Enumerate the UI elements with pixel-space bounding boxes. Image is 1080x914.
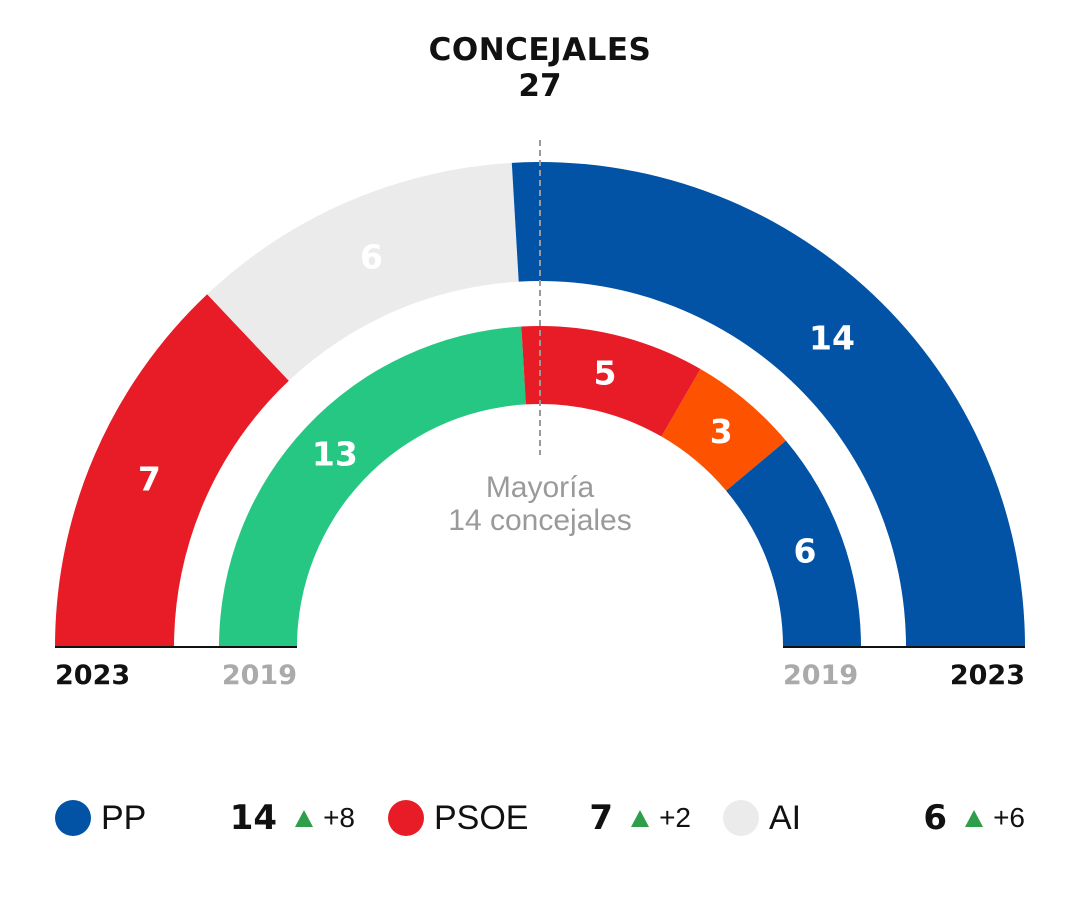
legend-change: +6: [993, 802, 1025, 833]
segment-2023-1: [207, 162, 519, 381]
legend: PP 14 +8 PSOE 7 +2 AI 6 +6: [55, 790, 1025, 846]
title-text: CONCEJALES: [428, 32, 652, 68]
segment-2019-3: [726, 440, 862, 647]
year-label-2023-right: 2023: [950, 660, 1025, 691]
ai-color-dot: [723, 800, 759, 836]
segment-2019-0: [219, 326, 526, 647]
segment-2023-2: [511, 162, 1025, 647]
up-arrow-icon: [631, 809, 650, 827]
pp-color-dot: [55, 800, 91, 836]
legend-party-name: PSOE: [434, 798, 529, 837]
legend-party-psoe: PSOE: [388, 790, 528, 846]
chart-title: CONCEJALES 27: [0, 32, 1080, 104]
legend-party-name: AI: [769, 798, 802, 837]
legend-change: +2: [659, 802, 691, 833]
year-label-2023-left: 2023: [55, 660, 130, 691]
total-seats: 27: [518, 68, 562, 104]
up-arrow-icon: [295, 809, 314, 827]
legend-seats: 14: [229, 798, 278, 838]
psoe-color-dot: [388, 800, 424, 836]
year-label-2019-left: 2019: [222, 660, 297, 691]
legend-psoe-values: 7 +2: [549, 790, 691, 846]
up-arrow-icon: [965, 809, 984, 827]
legend-change: +8: [323, 802, 355, 833]
hemicycle-chart: 7 6 14 13 5 3 6 Mayoría 14 concejales 2023 201…: [55, 140, 1025, 691]
majority-label-line1: Mayoría: [486, 471, 595, 504]
segment-2019-2: [661, 369, 786, 491]
segment-label-2023-1: 6: [360, 237, 383, 276]
majority-label-line2: 14 concejales: [448, 504, 631, 537]
legend-ai-values: 6 +6: [885, 790, 1025, 846]
segment-2023-0: [55, 294, 289, 647]
legend-party-ai: AI: [723, 790, 801, 846]
legend-seats: 6: [923, 798, 948, 838]
segment-label-2019-3: 6: [794, 532, 817, 571]
legend-party-pp: PP: [55, 790, 146, 846]
legend-party-name: PP: [101, 798, 147, 837]
segment-2019-1: [521, 326, 701, 437]
legend-seats: 7: [589, 798, 614, 838]
segment-label-2019-1: 5: [594, 354, 617, 393]
segment-label-2023-2: 14: [809, 319, 855, 358]
year-label-2019-right: 2019: [783, 660, 858, 691]
segment-label-2019-2: 3: [710, 412, 733, 451]
segment-label-2019-0: 13: [312, 434, 358, 473]
segment-label-2023-0: 7: [138, 459, 161, 498]
legend-pp-values: 14 +8: [215, 790, 355, 846]
